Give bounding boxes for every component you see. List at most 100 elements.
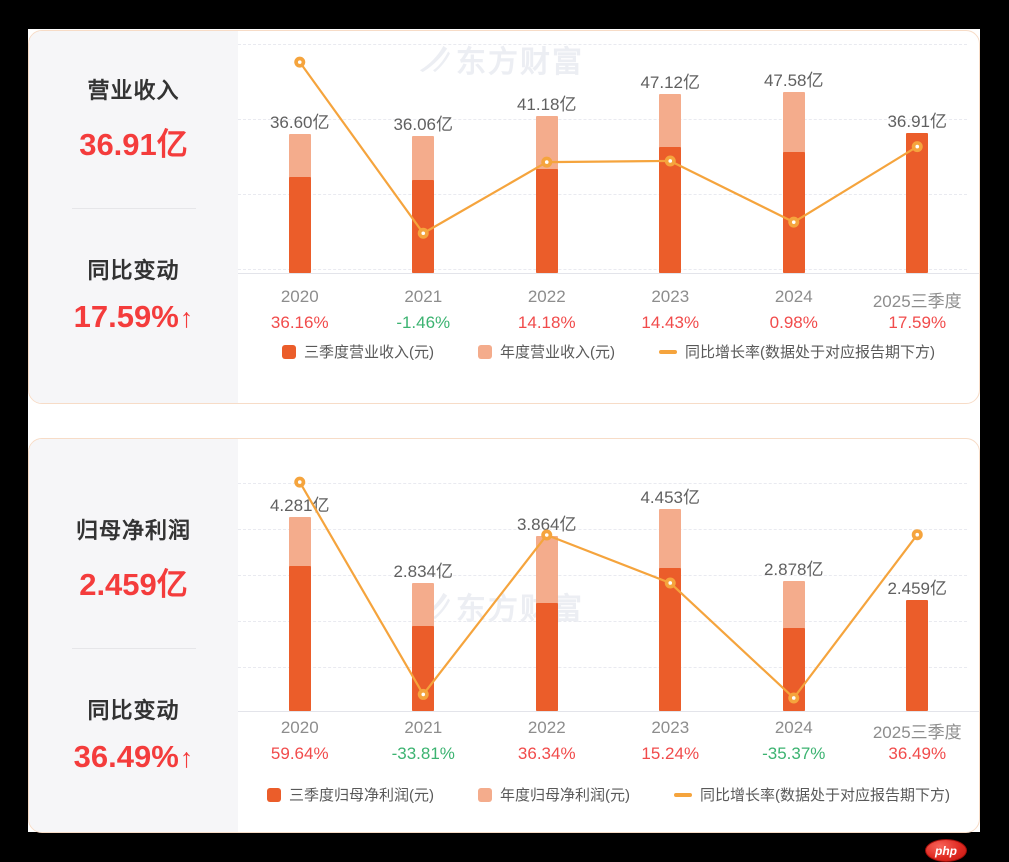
gridline <box>238 269 967 270</box>
legend-label: 三季度营业收入(元) <box>304 344 434 361</box>
growth-rate-label: 0.98% <box>769 313 818 332</box>
chart-legend: 三季度归母净利润(元) 年度归母净利润(元) 同比增长率(数据处于对应报告期下方) <box>238 784 979 805</box>
x-axis-label: 2020 <box>280 287 319 306</box>
quarter-bar[interactable] <box>782 628 805 711</box>
legend-label: 年度归母净利润(元) <box>500 787 630 804</box>
revenue-change-number: 17.59% <box>73 299 179 334</box>
growth-rate-label: -1.46% <box>396 313 451 332</box>
legend-bar-swatch <box>282 344 296 359</box>
gridline <box>238 621 967 622</box>
net-profit-chart: 东方财富 4.281亿 2020 59.64% 2.834亿 2021 -33.81% 3.… <box>238 439 979 832</box>
net-profit-change-value: 36.49%↑ <box>29 739 238 775</box>
growth-point-center <box>297 60 302 64</box>
net-profit-change-number: 36.49% <box>73 739 179 774</box>
legend-item-annual[interactable]: 年度营业收入(元) <box>478 341 615 362</box>
revenue-change-value: 17.59%↑ <box>29 299 238 335</box>
net-profit-sidebar: 归母净利润 2.459亿 同比变动 36.49%↑ <box>29 439 238 832</box>
x-axis-label: 2022 <box>527 718 566 737</box>
revenue-chart: 东方财富 36.60亿 2020 36.16% 36.06亿 2021 -1.46% 41.… <box>238 31 979 403</box>
quarter-bar[interactable] <box>906 599 929 711</box>
legend-bar-swatch <box>267 787 281 802</box>
bar-value-label: 2.834亿 <box>393 561 454 581</box>
x-axis-label: 2024 <box>774 287 813 306</box>
x-axis-label: 2025三季度 <box>872 292 962 311</box>
legend-item-quarter[interactable]: 三季度营业收入(元) <box>282 341 434 362</box>
gridline <box>238 483 967 484</box>
legend-item-quarter[interactable]: 三季度归母净利润(元) <box>267 784 434 805</box>
bar-value-label: 4.453亿 <box>640 488 701 508</box>
bar-value-label: 2.459亿 <box>887 578 948 598</box>
growth-point[interactable] <box>911 529 923 541</box>
growth-rate-label: 36.16% <box>270 313 329 332</box>
quarter-bar[interactable] <box>412 180 435 273</box>
bar-value-label: 36.91亿 <box>887 111 948 131</box>
growth-point[interactable] <box>294 56 306 68</box>
sidebar-divider <box>71 208 196 209</box>
legend-item-annual[interactable]: 年度归母净利润(元) <box>478 784 630 805</box>
growth-rate-label: 59.64% <box>270 744 329 763</box>
growth-point-center <box>915 532 920 537</box>
revenue-change-title: 同比变动 <box>87 258 180 283</box>
growth-rate-label: 14.43% <box>641 313 700 332</box>
bar-value-label: 36.06亿 <box>393 114 454 134</box>
growth-rate-label: 36.34% <box>517 744 576 763</box>
quarter-bar[interactable] <box>535 603 558 711</box>
growth-rate-label: -33.81% <box>391 744 455 763</box>
up-arrow-icon: ↑ <box>179 743 194 773</box>
gridline <box>238 44 967 45</box>
net-profit-panel: 归母净利润 2.459亿 同比变动 36.49%↑ 东方财富 4.281亿 202… <box>28 438 980 833</box>
php-logo-badge: php <box>925 839 967 862</box>
x-axis-line <box>238 711 979 712</box>
x-axis-label: 2024 <box>774 718 813 737</box>
revenue-value: 36.91亿 <box>79 127 188 162</box>
legend-label: 同比增长率(数据处于对应报告期下方) <box>685 344 935 361</box>
bar-value-label: 36.60亿 <box>269 112 330 132</box>
legend-line-swatch <box>659 349 677 354</box>
quarter-bar[interactable] <box>288 177 311 273</box>
brand-logo-icon <box>419 45 450 73</box>
gridline <box>238 194 967 195</box>
x-axis-label: 2023 <box>651 718 690 737</box>
growth-rate-label: 15.24% <box>641 744 700 763</box>
net-profit-value: 2.459亿 <box>79 567 188 602</box>
x-axis-label: 2022 <box>527 287 566 306</box>
php-logo-text: php <box>935 843 957 858</box>
gridline <box>238 667 967 668</box>
legend-bar-swatch <box>478 344 492 359</box>
sidebar-divider <box>71 648 196 649</box>
growth-rate-label: 17.59% <box>888 313 947 332</box>
x-axis-label: 2021 <box>404 718 443 737</box>
bar-value-label: 2.878亿 <box>763 559 824 579</box>
legend-label: 同比增长率(数据处于对应报告期下方) <box>700 787 950 804</box>
quarter-bar[interactable] <box>288 565 311 711</box>
bar-value-label: 47.58亿 <box>763 70 824 90</box>
growth-rate-label: -35.37% <box>762 744 826 763</box>
x-axis-label: 2021 <box>404 287 443 306</box>
bar-value-label: 4.281亿 <box>269 495 330 515</box>
x-axis-label: 2023 <box>651 287 690 306</box>
chart-legend: 三季度营业收入(元) 年度营业收入(元) 同比增长率(数据处于对应报告期下方) <box>238 341 979 362</box>
bar-value-label: 3.864亿 <box>516 514 577 534</box>
x-axis-line <box>238 273 979 274</box>
legend-item-growth[interactable]: 同比增长率(数据处于对应报告期下方) <box>659 341 935 362</box>
quarter-bar[interactable] <box>659 146 682 273</box>
growth-rate-label: 14.18% <box>517 313 576 332</box>
legend-label: 三季度归母净利润(元) <box>289 787 434 804</box>
legend-line-swatch <box>674 792 692 797</box>
bar-value-label: 47.12亿 <box>640 72 701 92</box>
quarter-bar[interactable] <box>906 132 929 273</box>
x-axis-label: 2020 <box>280 718 319 737</box>
quarter-bar[interactable] <box>782 152 805 273</box>
quarter-bar[interactable] <box>659 568 682 711</box>
revenue-panel: 营业收入 36.91亿 同比变动 17.59%↑ 东方财富 36.60亿 2020… <box>28 30 980 404</box>
revenue-sidebar: 营业收入 36.91亿 同比变动 17.59%↑ <box>29 31 238 403</box>
quarter-bar[interactable] <box>535 169 558 273</box>
revenue-title: 营业收入 <box>87 78 180 103</box>
legend-item-growth[interactable]: 同比增长率(数据处于对应报告期下方) <box>674 784 950 805</box>
net-profit-change-title: 同比变动 <box>87 698 180 723</box>
bar-value-label: 41.18亿 <box>516 95 577 115</box>
page-content: 营业收入 36.91亿 同比变动 17.59%↑ 东方财富 36.60亿 2020… <box>28 29 980 833</box>
quarter-bar[interactable] <box>412 626 435 711</box>
net-profit-title: 归母净利润 <box>75 518 191 543</box>
